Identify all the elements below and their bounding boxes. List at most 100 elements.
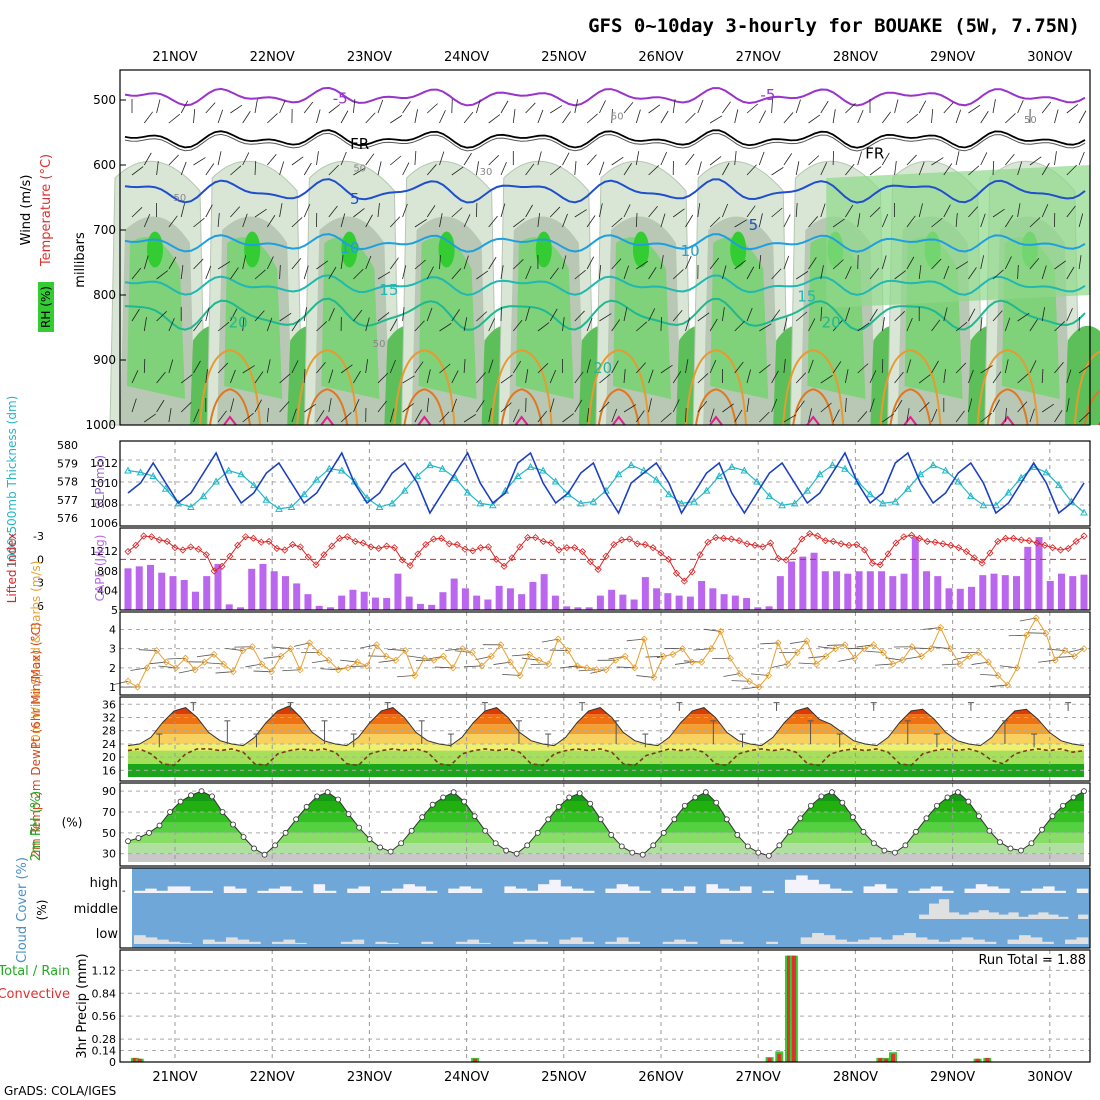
wind-barb — [795, 372, 807, 384]
wind10m-point — [1042, 629, 1050, 637]
wind-barb — [709, 360, 717, 374]
wind-barb — [143, 317, 147, 332]
wind-barb — [266, 215, 276, 228]
upper-air-frame — [119, 69, 1091, 426]
wind-barb — [180, 161, 187, 176]
cloud-low-bar — [904, 933, 916, 944]
wind-barb — [414, 219, 427, 228]
wind-barb — [254, 310, 265, 322]
wind-barb — [377, 203, 380, 218]
thickness-point — [841, 464, 849, 472]
li-tick-label: -3 — [33, 530, 44, 543]
rh-contour-90 — [244, 231, 261, 268]
cloud-low-bar — [582, 941, 595, 944]
lifted-index-point — [798, 535, 806, 543]
wind-barb — [1054, 321, 1066, 332]
lifted-index-point — [351, 537, 359, 546]
rh2m-point — [776, 842, 783, 849]
wind-barb — [365, 255, 372, 270]
isotherm-25 — [490, 349, 553, 426]
precip-convective-bar — [132, 1057, 137, 1062]
rh2m-point — [849, 814, 856, 821]
cape-bar — [889, 576, 897, 610]
cape-bar — [821, 571, 829, 610]
cloud-high-bar — [515, 888, 528, 893]
cloud-high-bar — [313, 884, 326, 893]
wind-barb — [488, 114, 501, 124]
cloud-low-bar — [662, 941, 675, 944]
wind-barb — [857, 363, 869, 374]
wind10m-point — [784, 660, 792, 668]
wind-barb — [586, 215, 596, 228]
isotherm-label: 15 — [797, 288, 816, 306]
cape-bar — [135, 566, 143, 610]
cloud-high-bar — [942, 890, 954, 893]
rh2m-point — [188, 792, 194, 799]
wind-barb — [451, 166, 464, 176]
thickness-point — [161, 484, 170, 492]
wind-barb — [1017, 401, 1028, 413]
wind-barb — [525, 307, 530, 322]
wind-barb — [783, 255, 790, 270]
lifted-index-point — [1056, 546, 1065, 554]
wind-barb — [808, 114, 821, 124]
wind10m-point — [248, 643, 256, 651]
isotherm-15 — [124, 274, 1086, 296]
wind-barb — [168, 113, 181, 124]
wind-barb — [156, 161, 159, 176]
cloud-high-bar — [190, 890, 202, 893]
isotherm-label: -5 — [760, 86, 775, 104]
wind-barb — [722, 162, 730, 176]
cloud-high-bar — [919, 888, 932, 893]
wind-barb — [820, 402, 832, 413]
lifted-index-point — [194, 545, 203, 553]
wind-barb — [1041, 265, 1047, 280]
rh2m-tick-label: 50 — [102, 827, 116, 840]
thickness-point — [249, 481, 258, 489]
rh2m-point — [860, 828, 867, 835]
wind-barb — [992, 399, 1000, 413]
cloud-high-bar — [706, 884, 718, 893]
rh2m-point — [135, 835, 142, 841]
cape-bar — [686, 596, 694, 610]
lifted-index-point — [766, 539, 775, 547]
rh2m-point — [177, 798, 184, 805]
wind-barb — [193, 157, 206, 166]
cloud-high-bar — [605, 888, 617, 893]
wind-barb — [230, 104, 243, 114]
wind-barb — [599, 203, 603, 218]
isotherm-5 — [124, 178, 1086, 204]
wind-barb — [1041, 403, 1055, 413]
isotherm-25 — [782, 349, 845, 426]
wind-barb — [365, 112, 376, 124]
wind-barb — [230, 308, 238, 322]
wind-barb — [390, 216, 401, 228]
wind-barb — [672, 99, 676, 114]
wind-barb — [660, 152, 667, 166]
wind-barb — [316, 151, 319, 166]
date-label-top: 25NOV — [541, 50, 586, 65]
wind-barb — [340, 255, 344, 270]
lifted-index-point — [226, 552, 234, 560]
rh2m-point — [723, 816, 730, 823]
lifted-index-point — [508, 554, 516, 562]
wind-barb — [845, 307, 851, 322]
wind10m-point — [917, 652, 926, 660]
wind10m-point — [946, 645, 954, 653]
date-label-top: 24NOV — [444, 50, 489, 65]
wind-barb — [918, 265, 922, 280]
wind-barb — [291, 360, 299, 374]
cape-bar — [405, 596, 413, 610]
precip-run-total: Run Total = 1.88 — [978, 953, 1086, 968]
wind-barb — [943, 265, 950, 280]
wind-barb — [685, 359, 689, 374]
wind-barb — [734, 361, 744, 374]
cape-bar — [270, 571, 278, 610]
wind10m-point — [363, 662, 371, 670]
wind-barb — [955, 213, 958, 228]
rh2m-point — [734, 832, 741, 838]
pressure-tick-label: 800 — [93, 288, 116, 302]
thickness-point — [1080, 508, 1088, 516]
thickness-point — [941, 466, 950, 474]
rh2m-point — [587, 800, 594, 807]
